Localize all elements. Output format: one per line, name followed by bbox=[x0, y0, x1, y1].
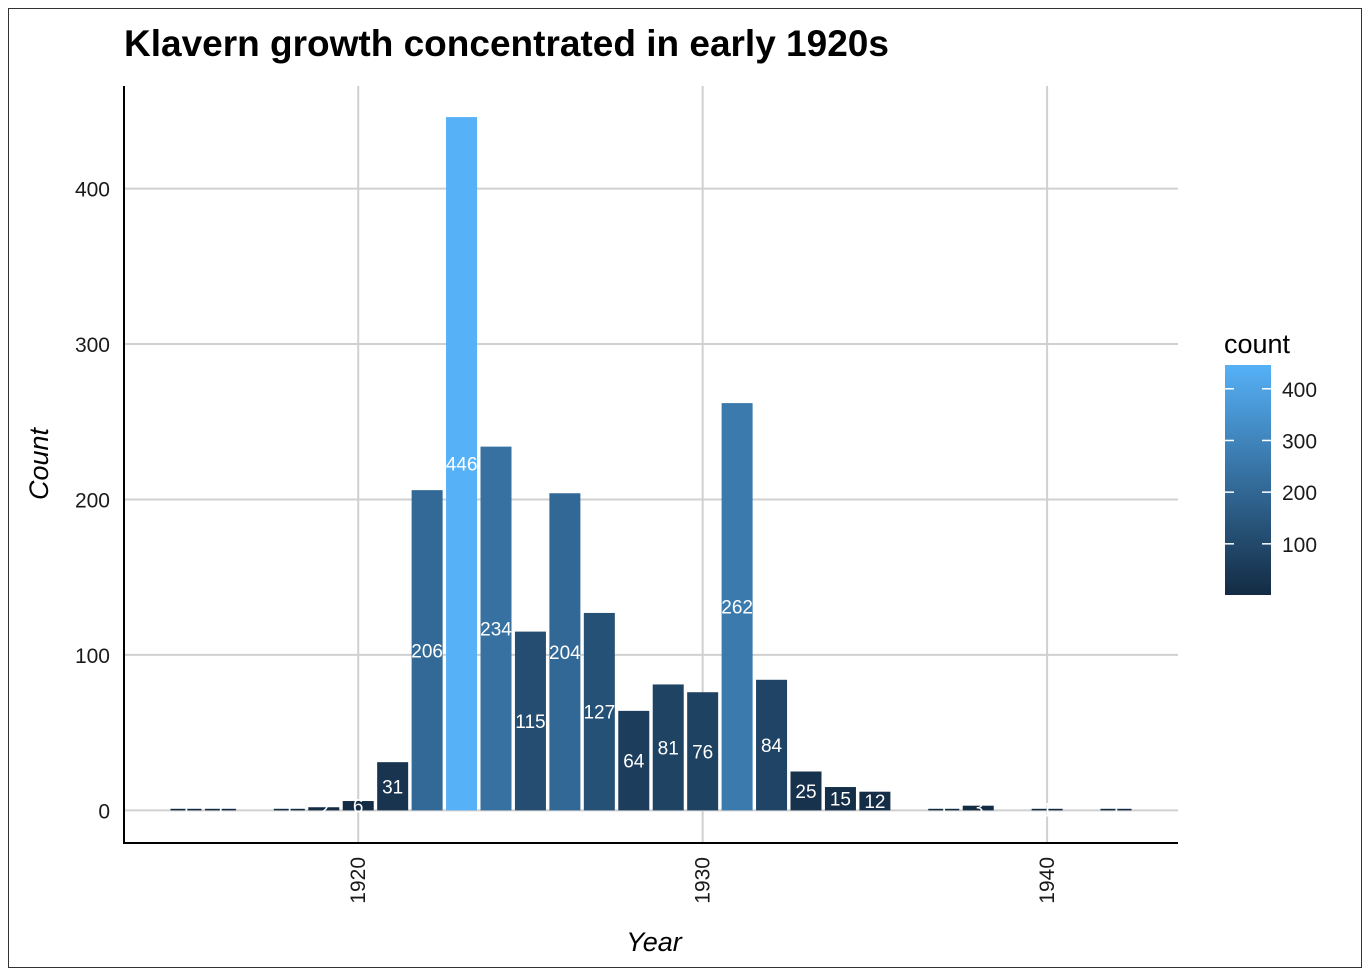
chart-frame bbox=[8, 8, 1362, 968]
y-tick-label: 300 bbox=[75, 334, 110, 357]
bar bbox=[687, 692, 719, 811]
bar bbox=[721, 403, 753, 811]
bar-value-label: 31 bbox=[382, 777, 403, 798]
bar-value-label: 115 bbox=[515, 712, 545, 733]
legend-tick-label: 400 bbox=[1282, 379, 1317, 402]
bar bbox=[377, 762, 409, 811]
x-tick-label: 1930 bbox=[692, 857, 715, 904]
bar-value-label: 127 bbox=[583, 703, 615, 724]
bar-value-label: 64 bbox=[623, 752, 645, 773]
bar bbox=[480, 446, 512, 811]
bar bbox=[824, 787, 856, 811]
bar-value-label: 25 bbox=[795, 782, 816, 803]
legend-ticks: 100 200 300 400 bbox=[1225, 379, 1317, 557]
bar bbox=[308, 807, 340, 811]
bar bbox=[204, 808, 236, 811]
bars bbox=[170, 117, 1132, 811]
legend-tick-label: 200 bbox=[1282, 482, 1317, 505]
bar bbox=[273, 808, 305, 811]
y-axis-title: Count bbox=[24, 426, 54, 500]
bar bbox=[1031, 808, 1063, 811]
bar bbox=[411, 490, 443, 811]
bar bbox=[859, 791, 891, 811]
bar bbox=[790, 771, 822, 811]
bar-value-label: 6 bbox=[353, 797, 364, 818]
bar-value-label: 3 bbox=[973, 799, 984, 820]
bar-value-label: 204 bbox=[549, 643, 581, 664]
bar-value-label: 76 bbox=[692, 742, 713, 763]
bar bbox=[962, 805, 994, 811]
bar bbox=[756, 679, 788, 811]
bar bbox=[170, 808, 202, 811]
bar bbox=[1100, 808, 1132, 811]
bar-value-label: 81 bbox=[658, 738, 679, 759]
bar bbox=[342, 801, 374, 811]
bar-value-label: 1 bbox=[1111, 801, 1122, 822]
bar-value-label: 1 bbox=[215, 801, 226, 822]
bar-value-label: 15 bbox=[830, 790, 851, 811]
bar-value-label: 446 bbox=[446, 455, 478, 476]
bar bbox=[549, 493, 581, 811]
axes bbox=[123, 86, 1178, 844]
x-tick-label: 1920 bbox=[347, 857, 370, 904]
legend-tick-label: 100 bbox=[1282, 534, 1317, 557]
legend-colorbar bbox=[1225, 365, 1271, 595]
x-axis-title: Year bbox=[626, 927, 683, 957]
bar-value-label: 1 bbox=[284, 801, 295, 822]
x-tick-labels: 1920 1930 1940 bbox=[347, 857, 1059, 904]
y-tick-label: 200 bbox=[75, 489, 110, 512]
chart-title: Klavern growth concentrated in early 192… bbox=[124, 23, 889, 64]
bar-value-label: 262 bbox=[721, 598, 753, 619]
bar bbox=[583, 612, 615, 811]
bar-value-label: 12 bbox=[864, 792, 885, 813]
bar-value-label: 84 bbox=[761, 736, 783, 757]
y-tick-label: 0 bbox=[98, 800, 110, 823]
bar-value-label: 1 bbox=[181, 801, 192, 822]
y-tick-label: 100 bbox=[75, 645, 110, 668]
bar bbox=[928, 808, 960, 811]
bar-value-label: 1 bbox=[1042, 801, 1053, 822]
bar bbox=[652, 684, 684, 811]
bar-value-label: 234 bbox=[480, 619, 512, 640]
bar bbox=[618, 710, 650, 811]
legend: count 100 200 300 400 bbox=[1224, 329, 1317, 595]
bar-value-label: 1 bbox=[938, 801, 949, 822]
grid bbox=[124, 86, 1178, 843]
bar bbox=[514, 631, 546, 811]
bar-value-label: 206 bbox=[411, 641, 443, 662]
bar bbox=[446, 117, 478, 811]
y-tick-labels: 0 100 200 300 400 bbox=[75, 179, 110, 824]
bar-value-label: 2 bbox=[318, 800, 329, 821]
y-tick-label: 400 bbox=[75, 179, 110, 202]
x-tick-label: 1940 bbox=[1036, 857, 1059, 904]
legend-title: count bbox=[1224, 329, 1291, 359]
legend-tick-label: 300 bbox=[1282, 430, 1317, 453]
